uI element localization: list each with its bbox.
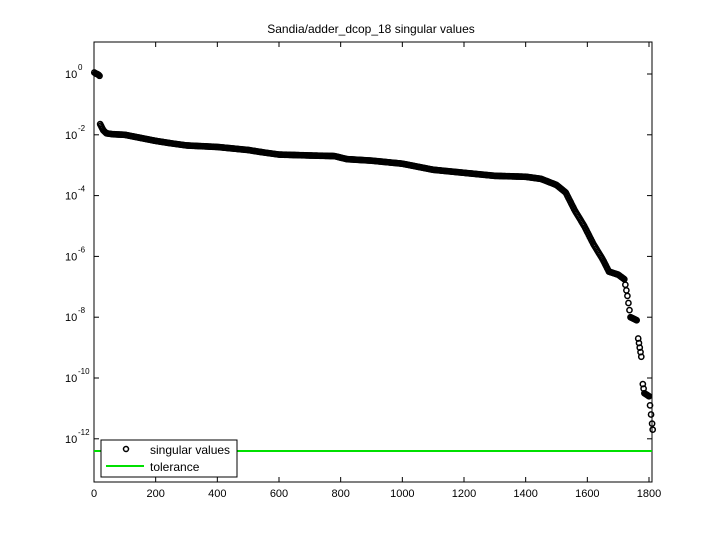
legend-box (100, 439, 238, 478)
x-tick-label: 400 (208, 488, 226, 500)
y-tick-exponent: 0 (78, 63, 83, 72)
x-axis: 0 200 400 600 800 1000 1200 1400 1600 1800 (91, 42, 661, 500)
y-tick-label: 10 (65, 312, 77, 324)
legend-label-tolerance: tolerance (150, 460, 200, 474)
y-tick-exponent: -2 (78, 124, 86, 133)
chart-title: Sandia/adder_dcop_18 singular values (267, 22, 475, 36)
data-point (95, 71, 102, 79)
x-tick-label: 1600 (575, 488, 599, 500)
x-tick-label: 1800 (637, 488, 661, 500)
y-tick-exponent: -8 (78, 306, 86, 315)
y-tick-label: 10 (65, 373, 77, 385)
x-tick-label: 800 (331, 488, 349, 500)
x-tick-label: 1000 (390, 488, 414, 500)
legend: singular values tolerance (100, 439, 238, 478)
data-point (647, 411, 655, 418)
singular-values-series (90, 69, 657, 434)
data-point (649, 426, 657, 434)
y-tick-exponent: -6 (78, 245, 86, 254)
y-tick-label: 10 (65, 130, 77, 142)
x-tick-label: 1200 (452, 488, 476, 500)
x-tick-label: 1400 (513, 488, 537, 500)
data-point (648, 420, 656, 427)
data-point (645, 392, 653, 400)
plot-area (93, 41, 653, 483)
data-point (96, 72, 103, 80)
data-point (624, 292, 631, 300)
data-point (633, 316, 641, 324)
y-tick-label: 10 (65, 434, 77, 446)
x-tick-label: 200 (146, 488, 164, 500)
x-tick-label: 600 (270, 488, 288, 500)
y-tick-label: 10 (65, 69, 77, 81)
data-point (625, 299, 632, 307)
y-tick-exponent: -12 (78, 428, 90, 437)
y-tick-label: 10 (65, 191, 77, 203)
y-tick-exponent: -10 (78, 367, 90, 376)
y-tick-exponent: -4 (78, 185, 86, 194)
legend-label-singular-values: singular values (150, 443, 230, 457)
data-point (626, 306, 633, 314)
y-tick-label: 10 (65, 251, 77, 263)
legend-marker-circle-icon (122, 445, 130, 453)
data-point (637, 353, 645, 361)
data-point (646, 402, 654, 409)
x-tick-label: 0 (91, 488, 97, 500)
